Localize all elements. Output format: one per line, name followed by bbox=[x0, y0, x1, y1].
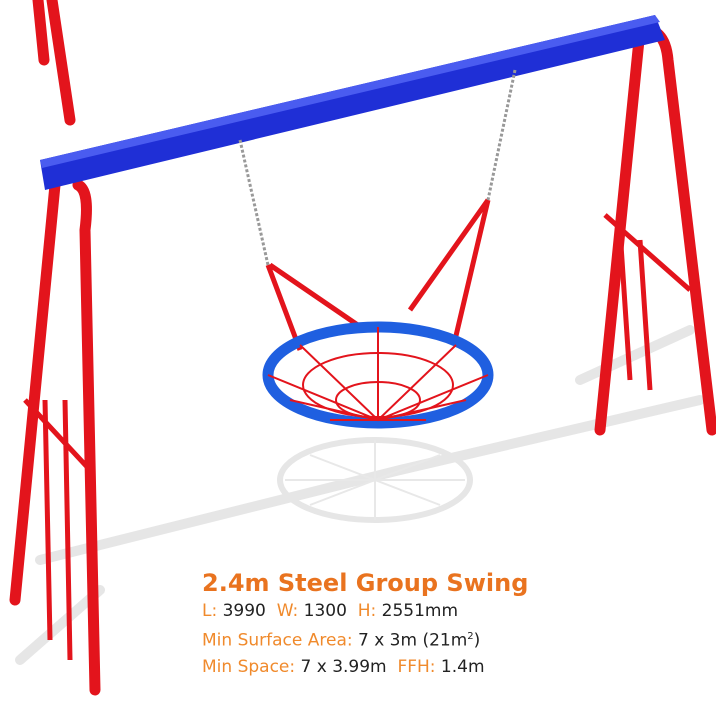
spec-value: 7 x 3.99m bbox=[301, 657, 387, 677]
spec-line: Min Space: 7 x 3.99m FFH: 1.4m bbox=[202, 654, 594, 680]
product-title: 2.4m Steel Group Swing bbox=[202, 568, 594, 598]
spec-label: FFH: bbox=[397, 657, 435, 677]
spec-value: 3990 bbox=[223, 601, 266, 621]
spec-label: W: bbox=[277, 601, 299, 621]
spec-value: 7 x 3m (21m bbox=[358, 631, 467, 651]
spec-label: H: bbox=[358, 601, 377, 621]
spec-value: 1300 bbox=[304, 601, 347, 621]
spec-label: Min Surface Area: bbox=[202, 631, 353, 651]
spec-value-end: ) bbox=[474, 631, 481, 651]
spec-line: L: 3990 W: 1300 H: 2551mm bbox=[202, 598, 594, 624]
spec-value: 1.4m bbox=[441, 657, 485, 677]
spec-label: Min Space: bbox=[202, 657, 295, 677]
spec-label: L: bbox=[202, 601, 217, 621]
spec-line: Min Surface Area: 7 x 3m (21m2) bbox=[202, 624, 594, 654]
page: 2.4m Steel Group SwingL: 3990 W: 1300 H:… bbox=[0, 0, 716, 703]
spec-value: 2551mm bbox=[382, 601, 458, 621]
